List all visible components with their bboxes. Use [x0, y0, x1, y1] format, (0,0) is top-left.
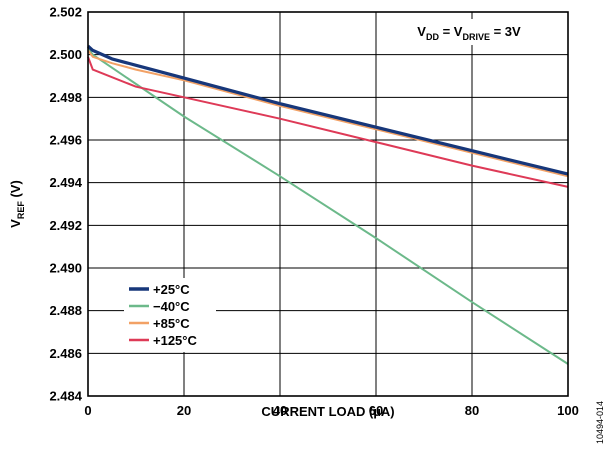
- y-tick-label: 2.496: [49, 133, 82, 148]
- y-axis-label-subscript: REF: [16, 201, 26, 220]
- y-tick-label: 2.488: [49, 303, 82, 318]
- y-axis-label-main: V: [8, 219, 23, 228]
- y-tick-label: 2.486: [49, 346, 82, 361]
- x-axis-label: CURRENT LOAD (µA): [261, 404, 394, 419]
- series-lines: [86, 44, 569, 365]
- y-tick-label: 2.492: [49, 218, 82, 233]
- y-axis-label: VREF (V): [8, 180, 26, 228]
- y-tick-label: 2.484: [49, 389, 82, 404]
- legend-item: +25°C: [129, 282, 190, 297]
- svg-text:VDD = VDRIVE = 3V: VDD = VDRIVE = 3V: [417, 24, 521, 42]
- x-tick-label: 60: [369, 403, 383, 418]
- y-tick-label: 2.490: [49, 261, 82, 276]
- tick-labels: 0 20 40 60 80 100 2.484 2.486 2.488 2.490 2.492 2.4…: [49, 5, 578, 419]
- series-line: [87, 56, 569, 188]
- annotation-text: V: [417, 24, 426, 39]
- series-line: [86, 44, 569, 176]
- series-line: [87, 47, 569, 365]
- legend: +25°C −40°C +85°C +125°C: [124, 278, 216, 352]
- legend-label: +25°C: [153, 282, 190, 297]
- x-tick-label: 40: [273, 403, 287, 418]
- legend-item: +85°C: [129, 316, 190, 331]
- condition-annotation: VDD = VDRIVE = 3V: [380, 19, 557, 45]
- annotation-subscript: DD: [426, 32, 439, 42]
- annotation-text: = 3V: [490, 24, 521, 39]
- legend-label: +125°C: [153, 333, 197, 348]
- y-tick-label: 2.494: [49, 175, 82, 190]
- figure-id: 10494-014: [595, 401, 605, 444]
- series-line: [87, 49, 569, 178]
- legend-label: −40°C: [153, 299, 190, 314]
- y-axis-label-suffix: (V): [8, 180, 23, 201]
- annotation-subscript: DRIVE: [462, 32, 490, 42]
- y-tick-label: 2.498: [49, 90, 82, 105]
- y-tick-label: 2.500: [49, 47, 82, 62]
- y-tick-label: 2.502: [49, 5, 82, 20]
- plot-frame: [87, 11, 569, 397]
- x-tick-label: 0: [84, 403, 91, 418]
- annotation-text: = V: [439, 24, 463, 39]
- x-tick-label: 100: [557, 403, 579, 418]
- legend-label: +85°C: [153, 316, 190, 331]
- legend-item: +125°C: [129, 333, 197, 348]
- legend-item: −40°C: [129, 299, 190, 314]
- x-tick-label: 80: [465, 403, 479, 418]
- x-tick-label: 20: [177, 403, 191, 418]
